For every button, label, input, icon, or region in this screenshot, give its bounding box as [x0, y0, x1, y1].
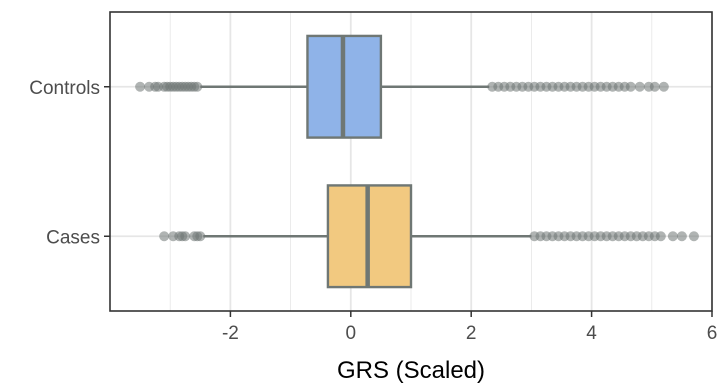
y-tick-label: Cases [46, 227, 100, 248]
outlier-point [658, 81, 669, 92]
x-tick-label: 0 [346, 323, 357, 344]
x-tick-label: 6 [707, 323, 718, 344]
outlier-point [676, 231, 687, 242]
y-axis-ticks: Controls Cases [29, 78, 110, 248]
x-tick-label: -2 [222, 323, 239, 344]
outlier-point [649, 81, 660, 92]
panel-border [109, 11, 713, 312]
whiskers [200, 85, 532, 238]
y-tick-label: Controls [29, 78, 100, 99]
outlier-point [135, 81, 146, 92]
outlier-points [135, 81, 699, 242]
outlier-point [634, 81, 645, 92]
outlier-point [192, 81, 203, 92]
outlier-point [180, 231, 191, 242]
outlier-point [195, 231, 206, 242]
outlier-point [655, 231, 666, 242]
x-axis-title: GRS (Scaled) [337, 357, 485, 384]
x-tick-label: 2 [466, 323, 477, 344]
x-axis-ticks: -2 0 2 4 6 [222, 311, 717, 344]
outlier-point [688, 231, 699, 242]
x-tick-label: 4 [586, 323, 597, 344]
boxes [306, 34, 413, 289]
outlier-point [625, 81, 636, 92]
outlier-point [667, 231, 678, 242]
outlier-point [159, 231, 170, 242]
